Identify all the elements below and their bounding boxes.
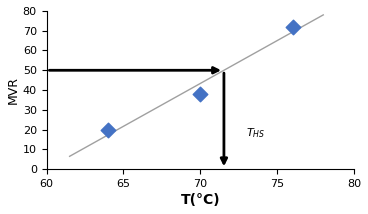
Point: [197, 92, 203, 96]
X-axis label: T(°C): T(°C): [180, 193, 220, 207]
Point: [290, 25, 296, 28]
Y-axis label: MVR: MVR: [7, 76, 20, 104]
Text: $T_{HS}$: $T_{HS}$: [247, 127, 266, 140]
Point: [105, 128, 111, 131]
